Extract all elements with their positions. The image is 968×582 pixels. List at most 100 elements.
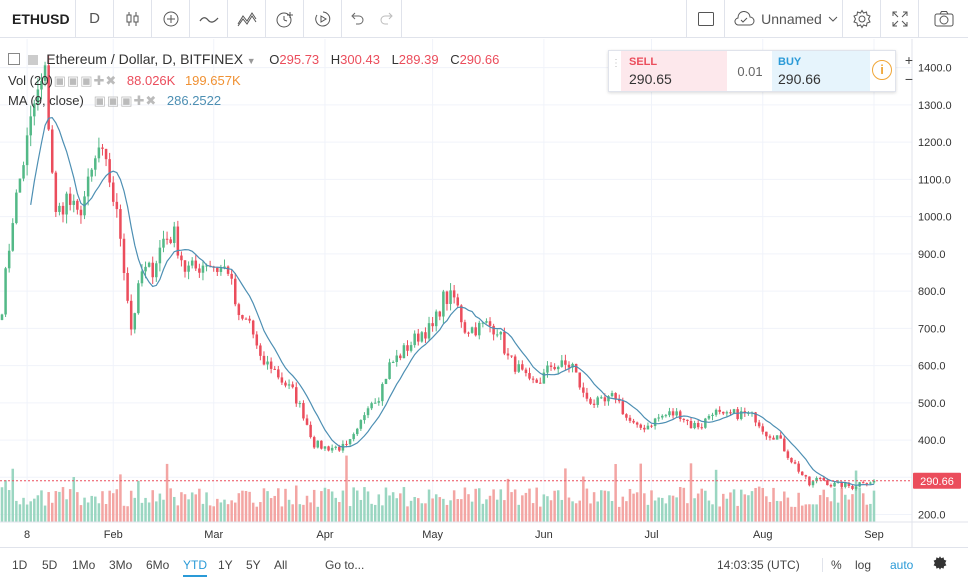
- candle: [750, 411, 754, 417]
- volume-bar: [259, 502, 262, 522]
- volume-bar: [847, 499, 851, 522]
- candle: [574, 363, 578, 373]
- range-1d[interactable]: 1D: [12, 558, 28, 572]
- candle: [133, 312, 137, 334]
- volume-bar: [833, 487, 836, 522]
- candle: [151, 256, 154, 284]
- range-all[interactable]: All: [274, 558, 288, 572]
- drag-handle[interactable]: ⋮⋮: [611, 59, 631, 69]
- candle: [851, 484, 854, 491]
- volume-bar: [535, 487, 538, 522]
- volume-bar: [352, 487, 355, 522]
- candle: [535, 378, 538, 384]
- replay-button[interactable]: [304, 0, 342, 37]
- sell-button[interactable]: SELL 290.65: [621, 51, 727, 91]
- volume-bar: [635, 492, 639, 522]
- ma-label[interactable]: MA (9, close): [8, 93, 84, 108]
- zoom-in-button[interactable]: +: [904, 52, 914, 68]
- candle: [198, 263, 201, 278]
- candle: [334, 445, 337, 450]
- buy-button[interactable]: BUY 290.66: [772, 51, 870, 91]
- range-1mo[interactable]: 1Mo: [72, 558, 96, 572]
- volume-bar: [384, 487, 388, 522]
- volume-bar: [277, 488, 280, 522]
- zoom-out-button[interactable]: −: [904, 71, 914, 87]
- candle: [567, 361, 571, 373]
- range-ytd[interactable]: YTD: [183, 558, 207, 577]
- auto-toggle[interactable]: auto: [890, 558, 914, 572]
- chart-style-button[interactable]: [114, 0, 152, 37]
- fullscreen-button[interactable]: [880, 0, 918, 38]
- redo-button[interactable]: [372, 0, 402, 37]
- clock-time[interactable]: 14:03:35 (UTC): [717, 558, 800, 572]
- volume-bar: [151, 490, 154, 522]
- range-3mo[interactable]: 3Mo: [109, 558, 133, 572]
- volume-bar: [194, 494, 198, 522]
- candle: [18, 178, 22, 193]
- percent-toggle[interactable]: %: [822, 558, 842, 572]
- volume-bar: [445, 504, 449, 522]
- templates-button[interactable]: [228, 0, 266, 37]
- price-axis[interactable]: 200.0300.0400.0500.0600.0700.0800.0900.0…: [918, 63, 952, 522]
- symbol-search[interactable]: ETHUSD: [0, 0, 76, 37]
- undo-button[interactable]: [342, 0, 372, 37]
- volume-bar: [305, 495, 309, 522]
- volume-bar: [517, 504, 520, 522]
- info-icon[interactable]: i: [872, 60, 892, 80]
- volume-bar: [409, 500, 413, 522]
- volume-bar: [323, 487, 327, 522]
- candle: [165, 231, 169, 245]
- interval-button[interactable]: D: [76, 0, 114, 37]
- volume-bar: [183, 494, 187, 522]
- legend-buttons[interactable]: ▣▣▣✚✖: [53, 73, 118, 88]
- snapshot-button[interactable]: [918, 0, 968, 38]
- candle: [172, 221, 176, 248]
- select-button[interactable]: [686, 0, 724, 38]
- candle: [635, 421, 639, 428]
- volume-bar: [840, 487, 843, 522]
- candle: [266, 355, 269, 370]
- price-chart[interactable]: 200.0300.0400.0500.0600.0700.0800.0900.0…: [0, 39, 968, 547]
- legend-flag-icon: [27, 55, 38, 65]
- volume-bar: [653, 500, 657, 522]
- chart-settings-button[interactable]: [932, 555, 948, 574]
- range-6mo[interactable]: 6Mo: [146, 558, 170, 572]
- log-toggle[interactable]: log: [855, 558, 872, 572]
- range-5d[interactable]: 5D: [42, 558, 58, 572]
- candle: [686, 419, 689, 426]
- volume-bar: [704, 490, 707, 522]
- volume-bar: [661, 497, 664, 522]
- volume-bar: [287, 499, 291, 522]
- chevron-down-icon: [828, 16, 838, 22]
- volume-bar: [617, 506, 621, 522]
- alert-button[interactable]: [266, 0, 304, 37]
- candle: [76, 199, 79, 215]
- range-1y[interactable]: 1Y: [218, 558, 233, 572]
- volume-bar: [122, 505, 126, 522]
- indicators-button[interactable]: [190, 0, 228, 37]
- time-axis[interactable]: 8 Feb Mar Apr May Jun Jul Aug Sep: [24, 529, 884, 541]
- legend-collapse-icon[interactable]: [8, 53, 20, 65]
- chart-area[interactable]: 200.0300.0400.0500.0600.0700.0800.0900.0…: [0, 39, 968, 547]
- volume-bar: [506, 478, 510, 522]
- candle: [711, 412, 714, 421]
- layout-menu[interactable]: Unnamed: [724, 0, 846, 38]
- range-5y[interactable]: 5Y: [246, 558, 261, 572]
- candle: [434, 309, 438, 332]
- volume-label[interactable]: Vol (20): [8, 73, 53, 88]
- legend-title[interactable]: Ethereum / Dollar, D, BITFINEX: [46, 51, 244, 67]
- goto-button[interactable]: Go to...: [325, 558, 365, 572]
- compare-button[interactable]: [152, 0, 190, 37]
- volume-bar: [818, 495, 822, 522]
- legend-buttons[interactable]: ▣▣▣✚✖: [93, 93, 158, 108]
- volume-bar: [33, 498, 36, 522]
- volume-bar: [510, 492, 513, 522]
- candle: [625, 413, 628, 421]
- volume-bar: [180, 492, 183, 522]
- volume-bar: [797, 492, 800, 522]
- candle: [251, 319, 255, 339]
- candle: [241, 314, 244, 321]
- settings-button[interactable]: [842, 0, 880, 38]
- legend-menu-icon[interactable]: ▼: [246, 56, 256, 66]
- candle: [291, 381, 294, 389]
